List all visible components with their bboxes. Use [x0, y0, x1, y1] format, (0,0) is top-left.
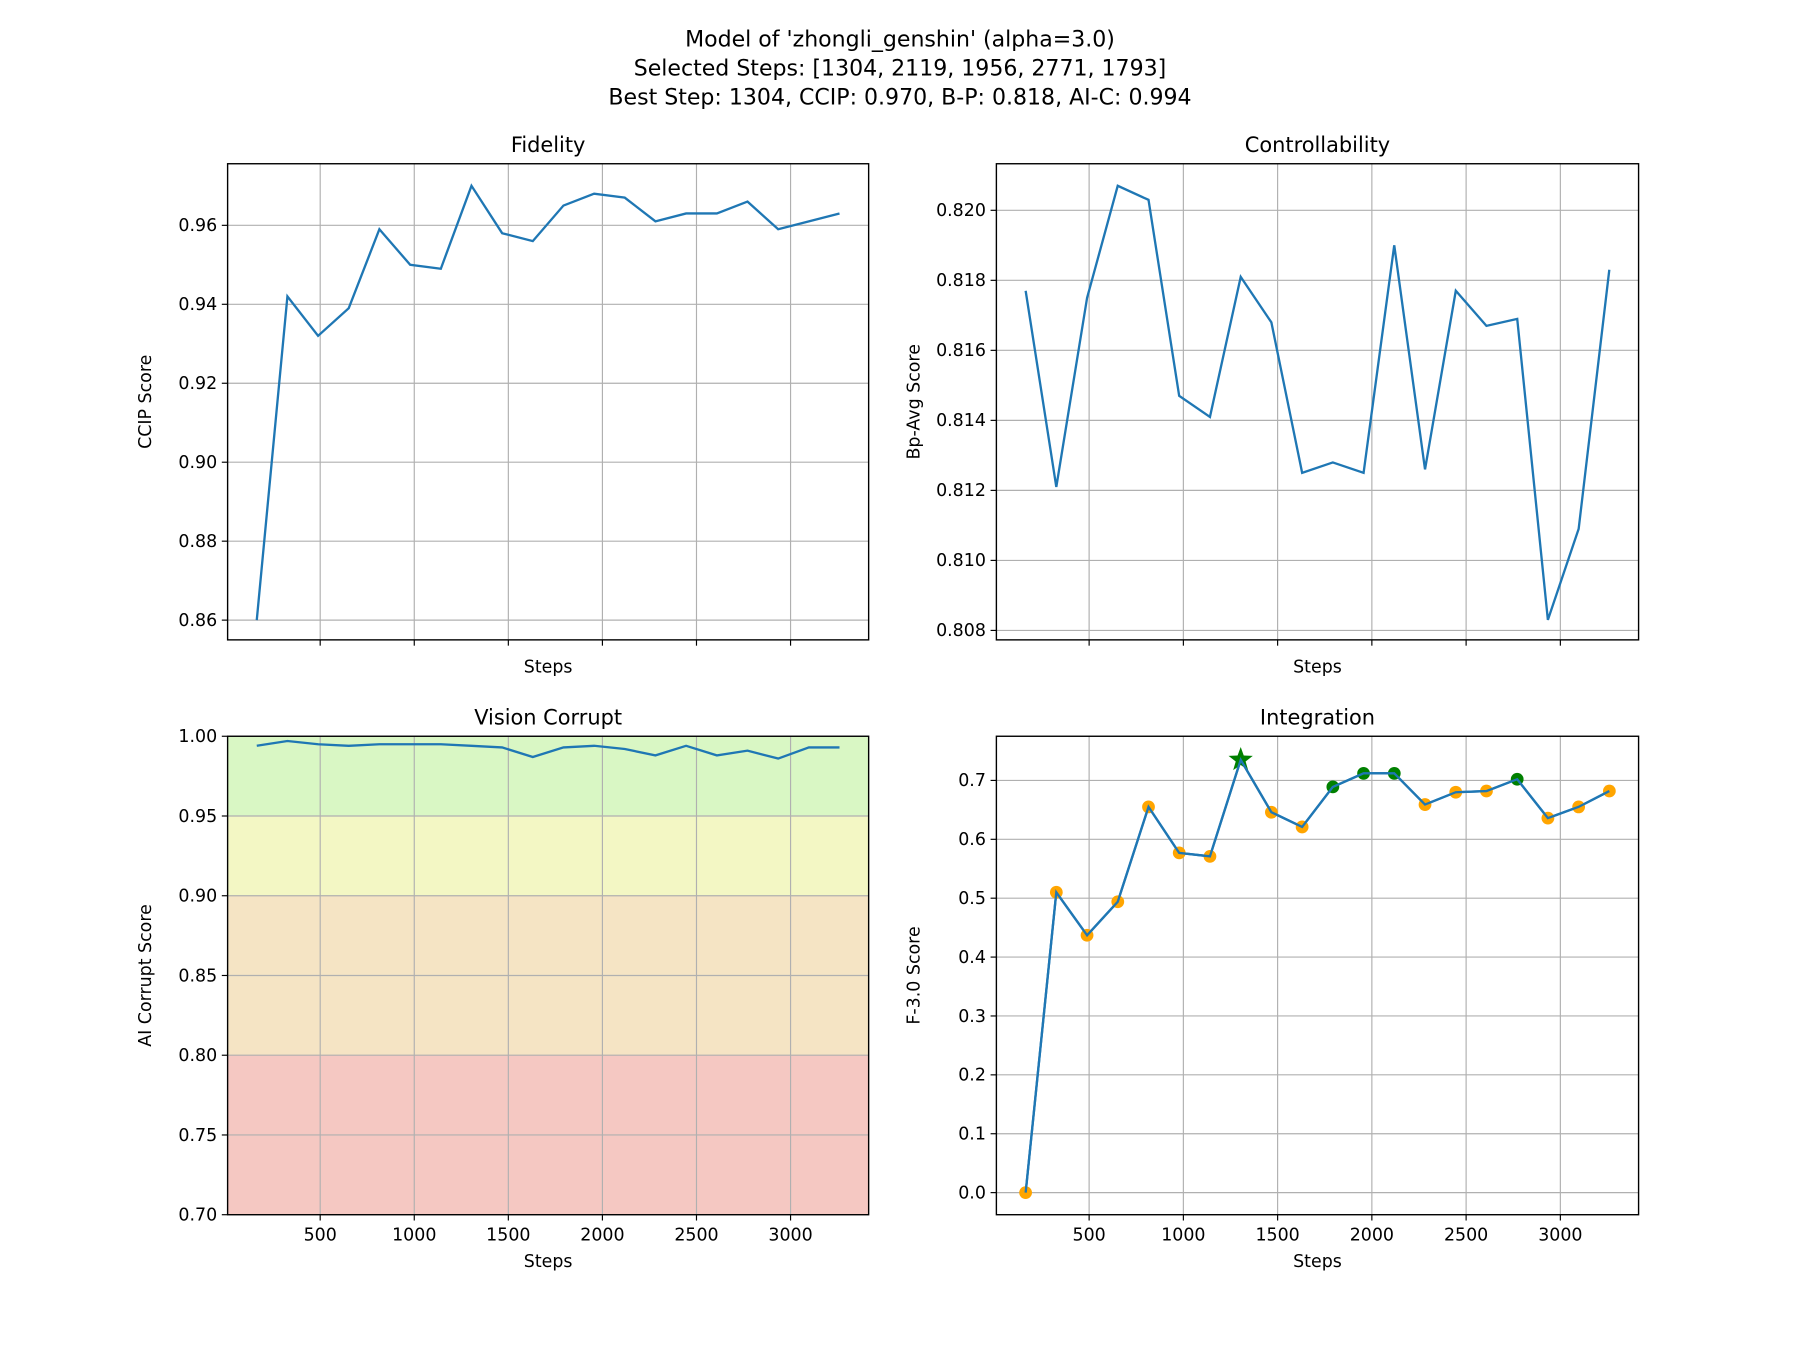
y-tick-label: 0.85: [178, 966, 217, 986]
y-tick-label: 0.812: [936, 481, 986, 501]
y-tick-label: 0.80: [178, 1046, 217, 1066]
x-tick-label: 2000: [1350, 1225, 1394, 1245]
axes-frame: [995, 163, 1640, 641]
subplot-title: Fidelity: [511, 133, 586, 157]
series-line: [1024, 184, 1611, 621]
y-tick-label: 0.90: [178, 453, 217, 473]
y-tick-label: 0.814: [936, 411, 986, 431]
x-tick-label: 2500: [1444, 1225, 1488, 1245]
x-tick-label: 3000: [1538, 1225, 1582, 1245]
score-band: [227, 736, 869, 816]
series-line-overlay: [1024, 756, 1610, 1193]
subplot-controllability: 0.808 0.810 0.812 0.814 0.816 0.818 0.820 Contr…: [905, 133, 1640, 677]
y-tick-label: 0.1: [958, 1125, 986, 1145]
x-tick-label: 1500: [1255, 1225, 1299, 1245]
x-tick-label: 3000: [768, 1225, 812, 1245]
step-marker: [1602, 784, 1616, 798]
subplot-title: Integration: [1260, 706, 1375, 730]
subplot-integration: 500 1000 1500 2000 2500 3000 0.0 0.1 0.2 0.3 0.4 0.…: [905, 706, 1640, 1272]
y-axis-label: AI Corrupt Score: [136, 904, 156, 1047]
y-tick-label: 0.2: [958, 1066, 986, 1086]
x-axis-label: Steps: [1293, 657, 1342, 677]
y-tick-label: 0.92: [178, 374, 217, 394]
axes-frame: [995, 735, 1640, 1216]
y-tick-label: 0.5: [958, 889, 986, 909]
y-tick-label: 0.7: [958, 771, 986, 791]
y-tick-label: 0.90: [178, 887, 217, 907]
figure-title-line-3: Best Step: 1304, CCIP: 0.970, B-P: 0.818…: [608, 86, 1191, 111]
x-tick-label: 1000: [392, 1225, 436, 1245]
y-tick-label: 1.00: [178, 727, 217, 747]
y-tick-label: 0.75: [178, 1126, 217, 1146]
subplot-title: Vision Corrupt: [474, 706, 622, 730]
subplot-vision-corrupt: 500 1000 1500 2000 2500 3000 0.70 0.75 0.80 0.85 0…: [136, 706, 870, 1272]
y-axis-label: Bp-Avg Score: [905, 344, 925, 459]
y-tick-label: 0.3: [958, 1007, 986, 1027]
axes-frame: [226, 735, 870, 1216]
subplot-title: Controllability: [1245, 133, 1390, 157]
y-axis-label: F-3.0 Score: [905, 926, 925, 1024]
x-axis-label: Steps: [524, 1252, 573, 1272]
y-tick-label: 0.86: [178, 611, 217, 631]
y-tick-label: 0.96: [178, 216, 217, 236]
y-tick-label: 0.816: [936, 341, 986, 361]
series-line: [256, 739, 840, 760]
y-tick-label: 0.818: [936, 271, 986, 291]
series-line: [1024, 756, 1610, 1193]
y-tick-label: 0.6: [958, 830, 986, 850]
figure-title-line-1: Model of 'zhongli_genshin' (alpha=3.0): [685, 27, 1115, 52]
x-tick-label: 1500: [486, 1225, 530, 1245]
y-tick-label: 0.70: [178, 1206, 217, 1226]
y-tick-label: 0.4: [958, 948, 986, 968]
y-tick-label: 0.808: [936, 621, 986, 641]
y-tick-label: 0.88: [178, 532, 217, 552]
series-line: [255, 183, 840, 621]
subplot-fidelity: 0.86 0.88 0.90 0.92 0.94 0.96 Fidelity Steps CCI…: [136, 133, 870, 677]
figure-title-line-2: Selected Steps: [1304, 2119, 1956, 2771,…: [634, 56, 1167, 81]
x-axis-label: Steps: [524, 657, 573, 677]
y-tick-label: 0.820: [936, 201, 986, 221]
axes-frame: [226, 163, 870, 641]
y-tick-label: 0.95: [178, 807, 217, 827]
y-tick-label: 0.810: [936, 551, 986, 571]
x-tick-label: 500: [304, 1225, 337, 1245]
x-tick-label: 1000: [1161, 1225, 1205, 1245]
y-axis-label: CCIP Score: [136, 355, 156, 449]
y-tick-label: 0.0: [958, 1183, 986, 1203]
x-tick-label: 2000: [580, 1225, 624, 1245]
x-axis-label: Steps: [1293, 1252, 1342, 1272]
x-tick-label: 2500: [674, 1225, 718, 1245]
score-band: [227, 816, 869, 896]
y-tick-label: 0.94: [178, 295, 217, 315]
x-tick-label: 500: [1073, 1225, 1106, 1245]
